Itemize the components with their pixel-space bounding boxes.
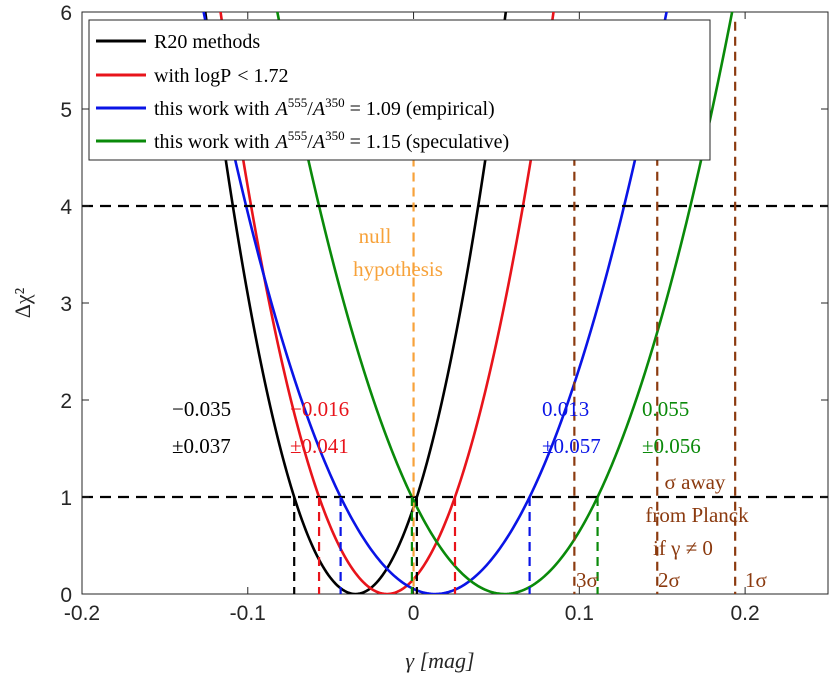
- legend-emp-a2: A: [311, 98, 326, 120]
- x-tick-label-3: 0.1: [565, 602, 594, 625]
- error-label-r20: ±0.037: [172, 434, 231, 458]
- y-tick-label-3: 3: [60, 293, 72, 316]
- legend-logp-prefix: with logP: [154, 65, 231, 87]
- null-hypothesis-label-line1: null: [359, 224, 392, 248]
- sigma-label-3: 3σ: [576, 568, 598, 592]
- legend-box: [88, 19, 711, 161]
- planck-annotation-line2: from Planck: [645, 503, 749, 527]
- legend-label-logp: with logP < 1.72: [154, 65, 289, 87]
- legend-logp-suffix: < 1.72: [237, 65, 288, 87]
- error-label-empirical: ±0.057: [542, 434, 601, 458]
- value-label-r20: −0.035: [172, 397, 231, 421]
- sigma-label-1: 1σ: [745, 568, 767, 592]
- value-label-empirical: 0.013: [542, 397, 589, 421]
- planck-annotation-line1: σ away: [665, 470, 726, 494]
- legend-spec-a2: A: [311, 131, 326, 153]
- legend-label-speculative: this work with A555/A350 = 1.15 (speculat…: [154, 128, 509, 153]
- legend-spec-prefix: this work with: [154, 131, 270, 153]
- y-axis-title: Δχ²: [10, 287, 35, 318]
- threshold-lines-layer: [82, 204, 828, 499]
- x-tick-label-0: -0.2: [64, 602, 100, 625]
- x-axis-title: γ [mag]: [405, 648, 474, 673]
- y-tick-label-5: 5: [60, 99, 72, 122]
- value-label-logp: −0.016: [290, 397, 349, 421]
- legend: R20 methods with logP < 1.72 this work wi…: [88, 19, 711, 161]
- legend-spec-sup2: 350: [325, 128, 345, 143]
- y-tick-label-4: 4: [60, 196, 72, 219]
- sigma-label-2: 2σ: [658, 568, 680, 592]
- tick-layer: -0.2 -0.1 0 0.1 0.2 0 1 2 3 4 5 6: [60, 2, 828, 625]
- planck-annotation-line3: if γ ≠ 0: [653, 536, 713, 560]
- legend-emp-sup2: 350: [325, 95, 345, 110]
- y-tick-label-6: 6: [60, 2, 72, 25]
- legend-emp-prefix: this work with: [154, 98, 270, 120]
- legend-spec-value: = 1.15 (speculative): [345, 131, 510, 153]
- legend-label-empirical: this work with A555/A350 = 1.09 (empirica…: [154, 95, 495, 120]
- x-tick-label-1: -0.1: [230, 602, 266, 625]
- error-label-speculative: ±0.056: [642, 434, 701, 458]
- legend-emp-value: = 1.09 (empirical): [345, 98, 495, 120]
- legend-label-r20: R20 methods: [154, 31, 260, 53]
- legend-spec-sup1: 555: [288, 128, 308, 143]
- y-tick-label-0: 0: [60, 584, 72, 607]
- y-tick-label-1: 1: [60, 487, 72, 510]
- value-label-speculative: 0.055: [642, 397, 689, 421]
- legend-emp-a1: A: [274, 98, 289, 120]
- x-tick-label-2: 0: [408, 602, 420, 625]
- legend-emp-sup1: 555: [288, 95, 308, 110]
- legend-spec-a1: A: [274, 131, 289, 153]
- error-label-logp: ±0.041: [290, 434, 349, 458]
- y-tick-label-2: 2: [60, 390, 72, 413]
- x-tick-label-4: 0.2: [731, 602, 760, 625]
- null-hypothesis-label-line2: hypothesis: [353, 257, 443, 281]
